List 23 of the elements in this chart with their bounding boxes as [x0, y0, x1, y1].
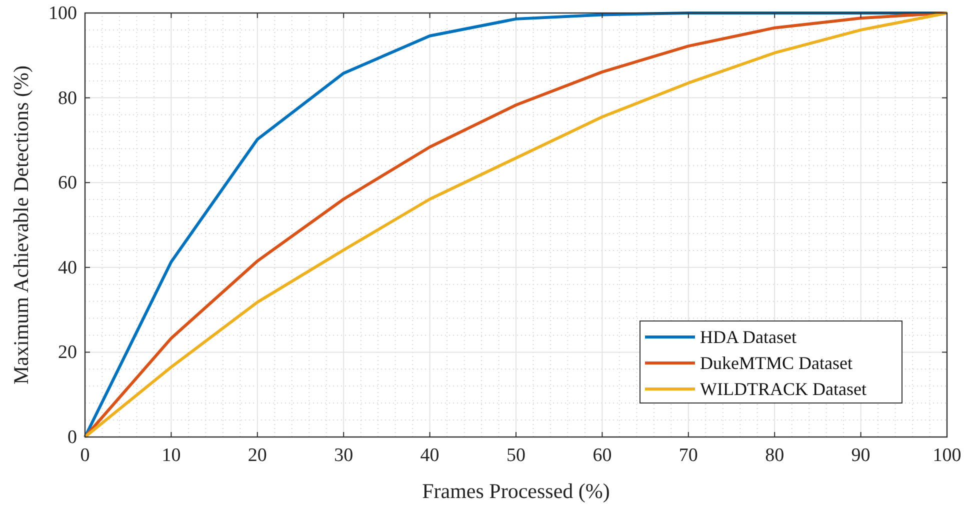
x-tick-label: 60 [592, 445, 612, 466]
x-tick-label: 20 [248, 445, 267, 466]
x-tick-label: 70 [678, 445, 698, 466]
line-series [84, 12, 948, 438]
y-tick-label: 20 [58, 342, 77, 364]
y-tick-label: 0 [68, 427, 77, 448]
x-tick-label: 80 [765, 445, 784, 466]
x-tick-label: 90 [851, 445, 870, 466]
x-axis-title: Frames Processed (%) [422, 479, 610, 503]
y-tick-label: 100 [48, 3, 77, 24]
x-tick-label: 0 [80, 445, 90, 466]
y-tick-label: 40 [58, 257, 77, 278]
legend-label: WILDTRACK Dataset [700, 379, 866, 399]
x-tick-label: 40 [420, 445, 440, 466]
legend-label: HDA Dataset [700, 327, 796, 347]
x-tick-label: 30 [334, 445, 354, 466]
x-tick-label: 50 [506, 445, 526, 466]
y-axis-title: Maximum Achievable Detections (%) [9, 66, 33, 384]
y-tick-label: 60 [58, 172, 77, 194]
legend-label: DukeMTMC Dataset [700, 353, 852, 373]
x-tick-label: 100 [932, 445, 962, 466]
y-tick-label: 80 [58, 88, 77, 109]
x-tick-label: 10 [162, 445, 181, 466]
